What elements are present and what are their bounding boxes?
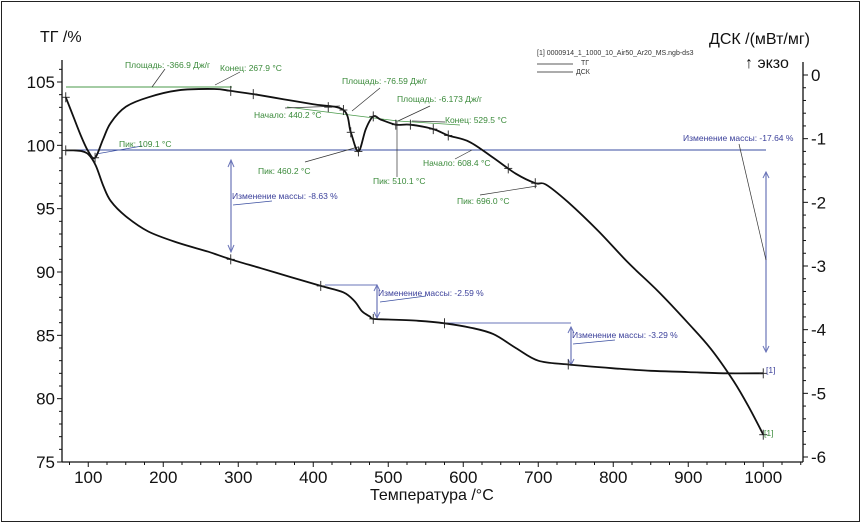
x-tick-label: 800 (599, 468, 627, 487)
tg-end-marker: [1] (766, 365, 775, 375)
right-tick-label: -6 (811, 448, 826, 467)
x-axis-title: Температура /°C (370, 487, 494, 504)
ann-mass-change-3: Изменение массы: -3.29 % (572, 330, 678, 340)
tg-curve (65, 149, 764, 375)
legend-entry-tg: ТГ (581, 60, 589, 67)
x-tick-label: 300 (224, 468, 252, 487)
right-tick-label: 0 (811, 66, 820, 85)
left-tick-label: 100 (27, 136, 55, 155)
leader-peak-2 (304, 146, 359, 163)
right-tick-label: -4 (811, 321, 826, 340)
leader-mass-4 (738, 143, 767, 261)
mass-arrow-4-head-down (762, 345, 770, 354)
leader-area-3 (397, 105, 431, 122)
legend: [1] 0000914_1_1000_10_Air50_Ar20_MS.ngb-… (537, 50, 694, 76)
mass-arrow-4-head-up (762, 170, 770, 179)
ann-mass-change-4: Изменение массы: -17.64 % (683, 133, 794, 143)
ann-peak-2: Пик: 460.2 °C (258, 166, 310, 176)
left-tick-label: 105 (27, 73, 55, 92)
leader-end-1 (214, 71, 241, 86)
x-tick-label: 200 (149, 468, 177, 487)
x-tick-label: 600 (449, 468, 477, 487)
leader-area-1 (151, 68, 166, 88)
ann-peak-3: Пик: 510.1 °C (373, 176, 425, 186)
leader-mass-2 (379, 295, 427, 303)
leader-peak-1 (95, 145, 143, 155)
curve-markers (61, 85, 768, 440)
leader-lines (95, 68, 767, 345)
mass-change-markers (227, 158, 770, 367)
dsc-end-marker: [1] (764, 428, 773, 438)
left-tick-label: 85 (36, 326, 55, 345)
x-tick-label: 700 (524, 468, 552, 487)
right-tick-label: -1 (811, 130, 826, 149)
x-tick-label: 900 (674, 468, 702, 487)
leader-mass-1 (232, 200, 273, 206)
ann-area-2: Площадь: -76.59 Дж/г (342, 76, 427, 86)
mass-arrow-1-head-down (227, 244, 235, 254)
ann-end-3: Конец: 529.5 °C (445, 115, 507, 125)
left-axis-title: ТГ /% (40, 29, 82, 46)
x-tick-label: 500 (374, 468, 402, 487)
exo-label: ↑ экзо (745, 55, 789, 72)
ann-onset-2: Начало: 440.2 °C (254, 110, 322, 120)
ann-peak-1: Пик: 109.1 °C (119, 139, 171, 149)
left-tick-label: 80 (36, 390, 55, 409)
ann-mass-change-2: Изменение массы: -2.59 % (378, 288, 484, 298)
x-tick-label: 400 (299, 468, 327, 487)
ann-area-1: Площадь: -366.9 Дж/г (125, 60, 210, 70)
left-tick-label: 95 (36, 200, 55, 219)
right-tick-label: -2 (811, 193, 826, 212)
ann-mass-change-1: Изменение массы: -8.63 % (232, 191, 338, 201)
x-tick-label: 1000 (744, 468, 782, 487)
mass-arrow-2-head-down (373, 311, 381, 320)
mass-arrow-3-head-up (567, 325, 575, 334)
dsc-baseline-3 (397, 120, 461, 126)
right-axis-title: ДСК /(мВт/мг) (709, 31, 810, 48)
leader-end-3 (411, 120, 446, 123)
leader-peak-4 (479, 185, 538, 196)
ann-area-3: Площадь: -6.173 Дж/г (397, 94, 482, 104)
leader-onset-4 (454, 149, 473, 160)
left-tick-label: 90 (36, 263, 55, 282)
legend-entry-dsc: ДСК (576, 69, 591, 76)
ann-end-1: Конец: 267.9 °C (220, 63, 282, 73)
mass-arrow-1-head-up (227, 158, 235, 168)
right-tick-label: -3 (811, 257, 826, 276)
ann-onset-4: Начало: 608.4 °C (423, 158, 491, 168)
right-tick-label: -5 (811, 384, 826, 403)
leader-mass-3 (572, 339, 616, 345)
left-tick-label: 75 (36, 453, 55, 472)
mass-arrow-2-head-up (373, 283, 381, 292)
x-tick-label: 100 (74, 468, 102, 487)
ann-peak-4: Пик: 696.0 °C (457, 196, 509, 206)
leader-area-2 (351, 87, 381, 112)
legend-file: [1] 0000914_1_1000_10_Air50_Ar20_MS.ngb-… (537, 50, 694, 57)
